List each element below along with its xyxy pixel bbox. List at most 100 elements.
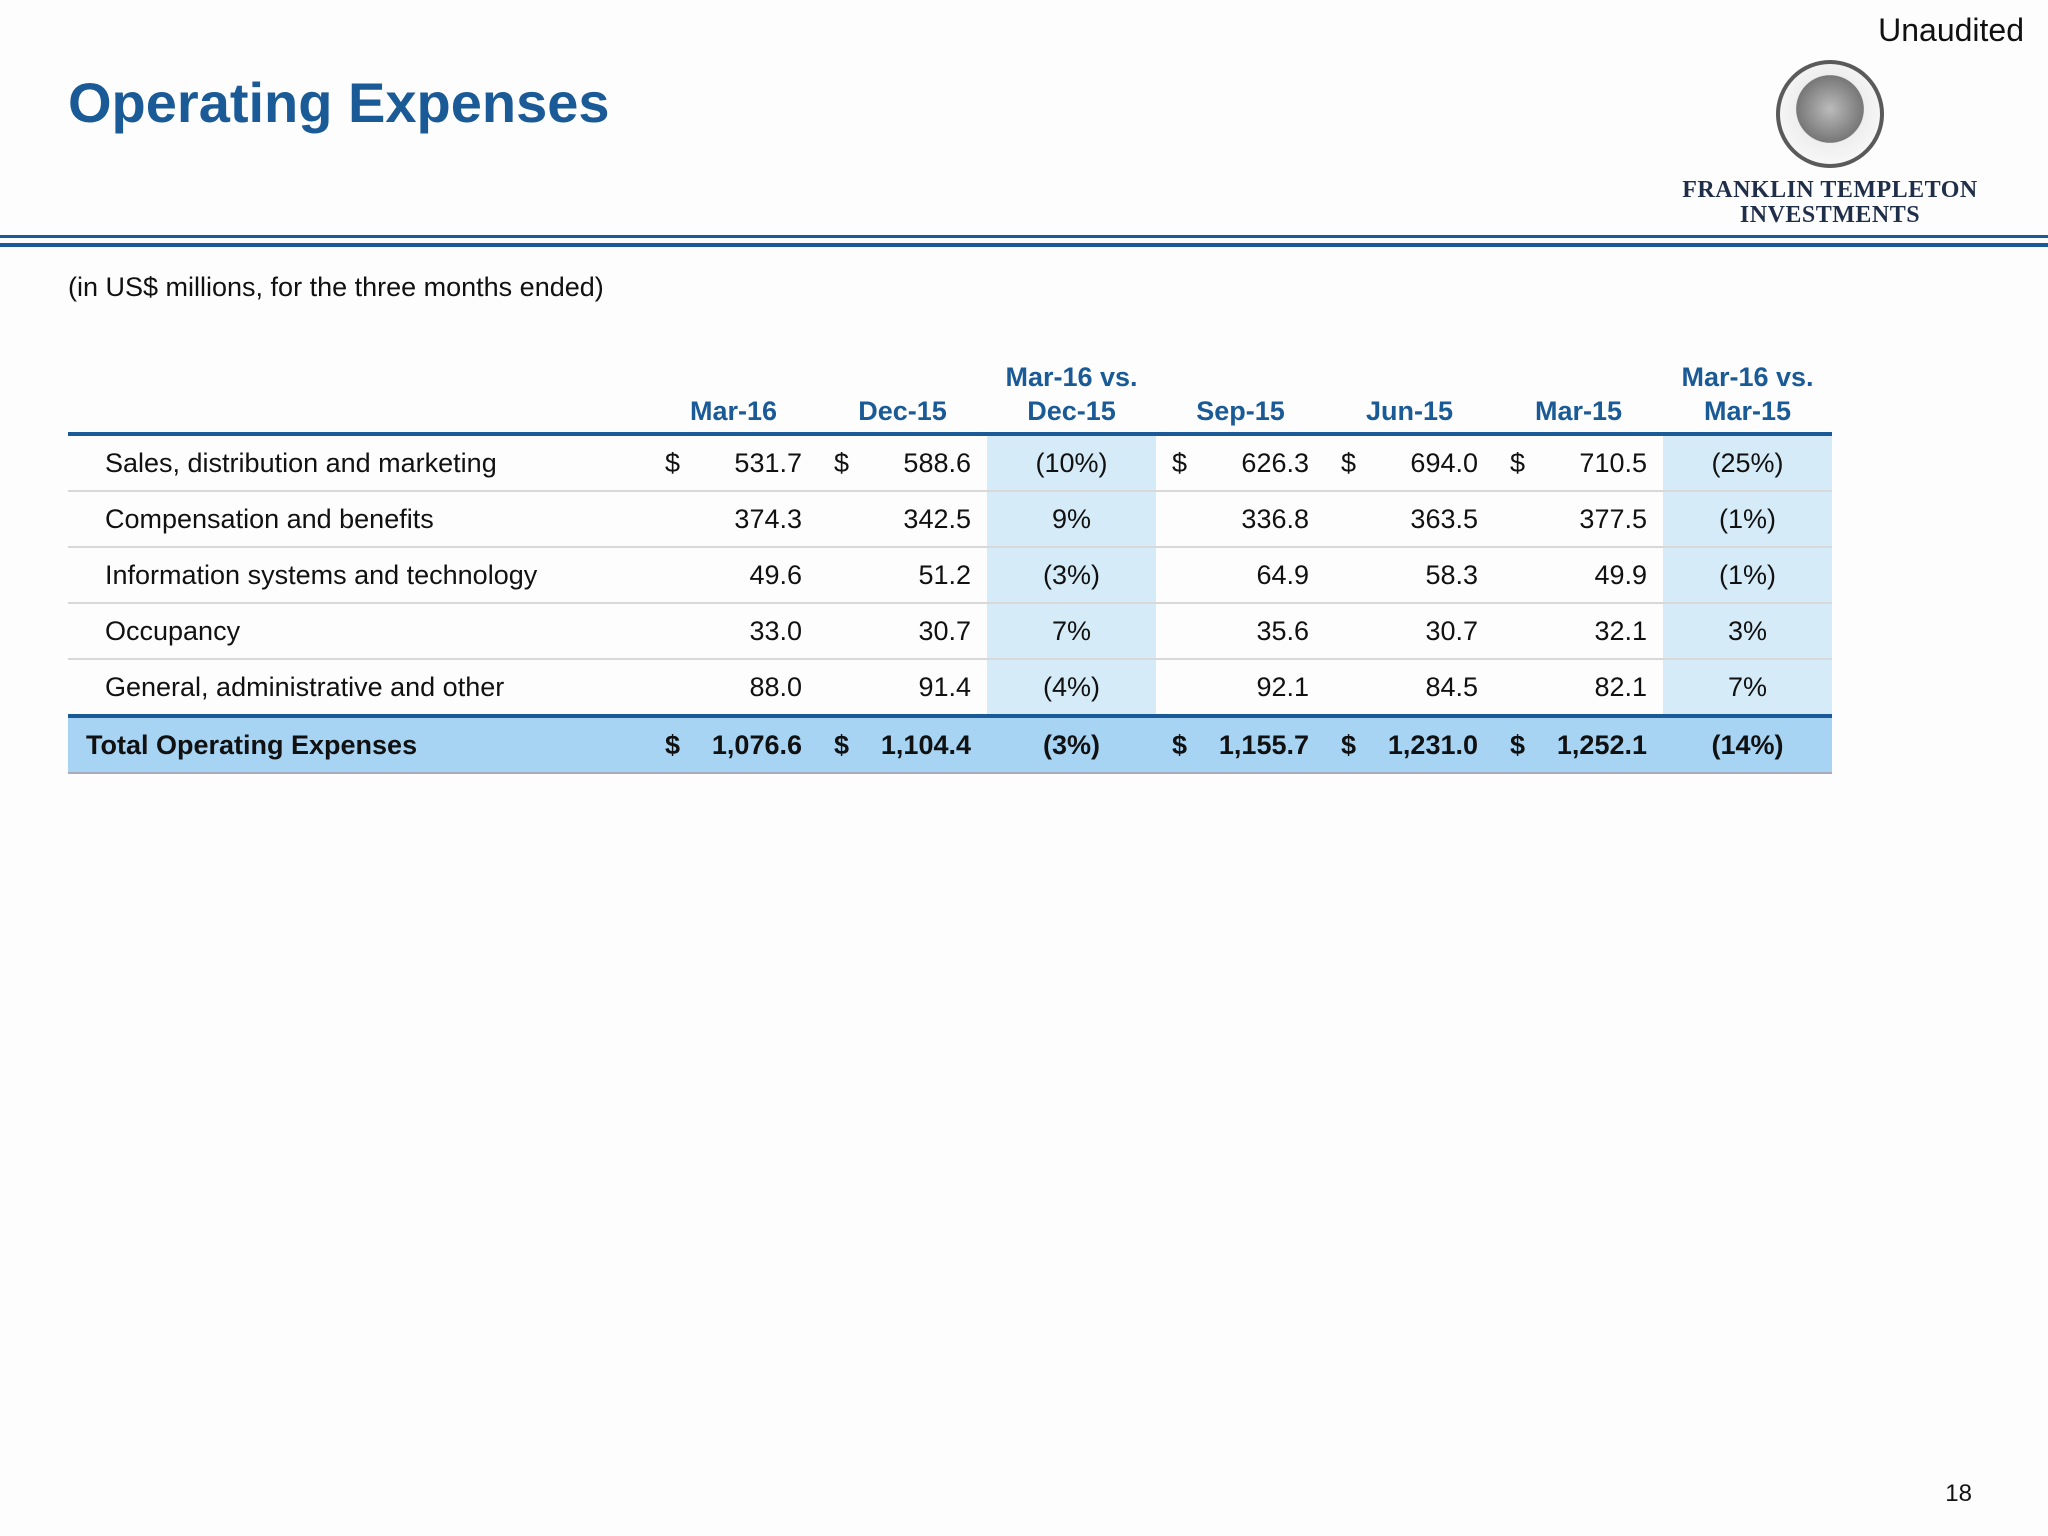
change-cell: (14%)	[1663, 714, 1832, 774]
subtitle: (in US$ millions, for the three months e…	[68, 272, 604, 302]
divider	[0, 243, 2048, 247]
cell: 58.3	[1325, 547, 1494, 604]
cell: $531.7	[649, 434, 818, 492]
cell: 342.5	[818, 491, 987, 548]
cell: $1,252.1	[1494, 714, 1663, 774]
logo-text: INVESTMENTS	[1739, 202, 1921, 228]
row-label: Total Operating Expenses	[68, 714, 649, 774]
currency-symbol: $	[1341, 729, 1357, 760]
amount: 626.3	[1241, 447, 1309, 478]
change-cell: (1%)	[1663, 547, 1832, 604]
amount: 1,076.6	[711, 729, 802, 760]
slide-title: Operating Expenses	[68, 71, 610, 134]
cell: $710.5	[1494, 434, 1663, 492]
table-row: Total Operating Expenses $1,076.6 $1,104.4…	[68, 714, 1832, 774]
change-cell: (10%)	[987, 434, 1156, 492]
logo: FRANKLIN TEMPLETON INVESTMENTS	[1680, 60, 1980, 228]
amount: 710.5	[1579, 447, 1647, 478]
cell: 363.5	[1325, 491, 1494, 548]
cell-content: $588.6	[834, 448, 971, 479]
cell-content: $531.7	[665, 448, 802, 479]
amount: 588.6	[903, 447, 971, 478]
logo-emblem	[1776, 60, 1884, 168]
change-cell: (4%)	[987, 659, 1156, 717]
cell-content: $1,252.1	[1510, 730, 1647, 761]
change-cell: (1%)	[1663, 491, 1832, 548]
header-cell: Mar-16 vs. Dec-15	[987, 353, 1156, 436]
row-label: Sales, distribution and marketing	[68, 434, 649, 492]
cell: 91.4	[818, 659, 987, 717]
cell: 49.9	[1494, 547, 1663, 604]
currency-symbol: $	[1510, 729, 1526, 760]
amount: 1,155.7	[1218, 729, 1309, 760]
row-label: Information systems and technology	[68, 547, 649, 604]
change-cell: 9%	[987, 491, 1156, 548]
status-label: Unaudited	[1878, 12, 2024, 48]
row-label: General, administrative and other	[68, 659, 649, 717]
cell: 35.6	[1156, 603, 1325, 660]
currency-symbol: $	[665, 447, 681, 478]
cell-content: $710.5	[1510, 448, 1647, 479]
currency-symbol: $	[1172, 447, 1188, 478]
row-label: Compensation and benefits	[68, 491, 649, 548]
cell: 336.8	[1156, 491, 1325, 548]
table-row: General, administrative and other 88.0 91.…	[68, 659, 1832, 717]
currency-symbol: $	[834, 447, 850, 478]
currency-symbol: $	[834, 729, 850, 760]
header-cell: Jun-15	[1325, 353, 1494, 436]
cell: 374.3	[649, 491, 818, 548]
row-label: Occupancy	[68, 603, 649, 660]
currency-symbol: $	[1510, 447, 1526, 478]
currency-symbol: $	[1341, 447, 1357, 478]
currency-symbol: $	[1172, 729, 1188, 760]
cell: $626.3	[1156, 434, 1325, 492]
header-cell: Mar-16 vs. Mar-15	[1663, 353, 1832, 436]
amount: 1,231.0	[1387, 729, 1478, 760]
logo-text: FRANKLIN TEMPLETON	[1682, 177, 1978, 203]
header-cell: Sep-15	[1156, 353, 1325, 436]
change-cell: 7%	[987, 603, 1156, 660]
header-cell: Dec-15	[818, 353, 987, 436]
amount: 1,252.1	[1556, 729, 1647, 760]
cell: 32.1	[1494, 603, 1663, 660]
cell: 64.9	[1156, 547, 1325, 604]
change-cell: (3%)	[987, 547, 1156, 604]
page-number: 18	[1945, 1480, 1972, 1507]
cell: $1,104.4	[818, 714, 987, 774]
header-cell	[68, 353, 649, 436]
change-cell: 7%	[1663, 659, 1832, 717]
change-cell: (3%)	[987, 714, 1156, 774]
cell: 92.1	[1156, 659, 1325, 717]
header-cell: Mar-16	[649, 353, 818, 436]
expenses-table: Mar-16 Dec-15 Mar-16 vs. Dec-15 Sep-15 Jun-1…	[68, 353, 1832, 774]
table-row: Information systems and technology 49.6 51…	[68, 547, 1832, 604]
table-body: Sales, distribution and marketing $531.7 $…	[68, 434, 1832, 774]
amount: 694.0	[1410, 447, 1478, 478]
cell: $694.0	[1325, 434, 1494, 492]
cell: 377.5	[1494, 491, 1663, 548]
cell: $1,231.0	[1325, 714, 1494, 774]
cell: 33.0	[649, 603, 818, 660]
cell-content: $1,155.7	[1172, 730, 1309, 761]
header-row: Mar-16 Dec-15 Mar-16 vs. Dec-15 Sep-15 Jun-1…	[68, 353, 1832, 436]
header-cell: Mar-15	[1494, 353, 1663, 436]
change-cell: (25%)	[1663, 434, 1832, 492]
cell: 51.2	[818, 547, 987, 604]
change-cell: 3%	[1663, 603, 1832, 660]
cell: 30.7	[818, 603, 987, 660]
cell: $1,076.6	[649, 714, 818, 774]
currency-symbol: $	[665, 729, 681, 760]
cell: $588.6	[818, 434, 987, 492]
table-row: Occupancy 33.0 30.7 7% 35.6 30.7 32.1 3%	[68, 603, 1832, 660]
table-row: Compensation and benefits 374.3 342.5 9% 336…	[68, 491, 1832, 548]
cell: $1,155.7	[1156, 714, 1325, 774]
cell: 88.0	[649, 659, 818, 717]
cell-content: $1,231.0	[1341, 730, 1478, 761]
cell-content: $1,104.4	[834, 730, 971, 761]
cell-content: $1,076.6	[665, 730, 802, 761]
cell-content: $626.3	[1172, 448, 1309, 479]
amount: 1,104.4	[880, 729, 971, 760]
cell-content: $694.0	[1341, 448, 1478, 479]
cell: 84.5	[1325, 659, 1494, 717]
